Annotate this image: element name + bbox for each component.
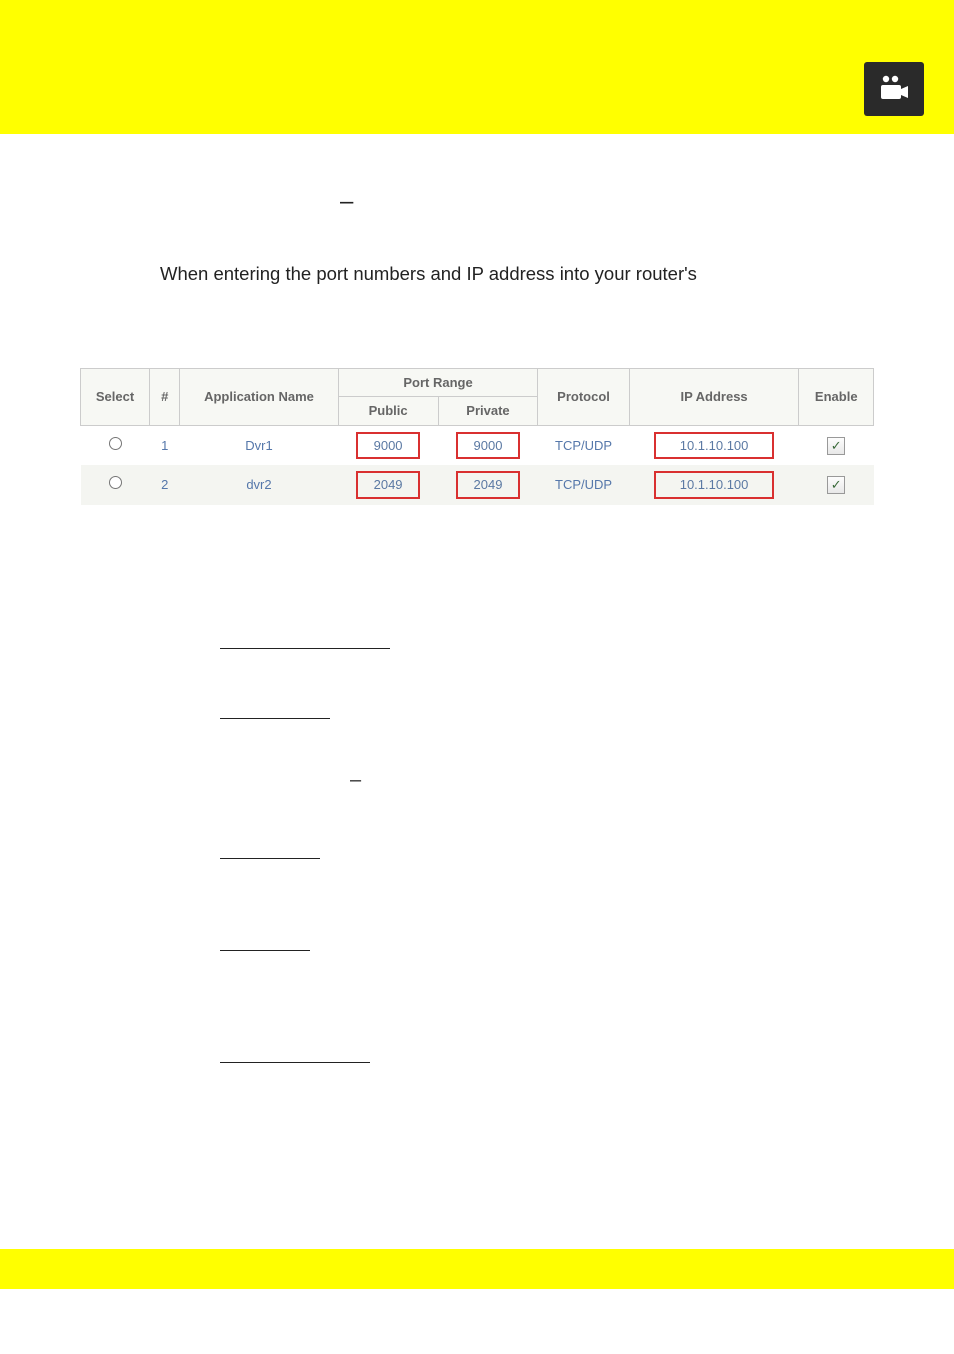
def-dash: – bbox=[350, 769, 361, 791]
def-underline bbox=[220, 835, 320, 859]
row-public-cell: 2049 bbox=[338, 465, 438, 505]
public-port[interactable]: 9000 bbox=[356, 432, 420, 460]
select-radio[interactable] bbox=[109, 476, 122, 489]
col-portrange: Port Range bbox=[338, 368, 538, 397]
def-underline bbox=[220, 927, 310, 951]
camcorder-icon bbox=[876, 71, 912, 107]
intro-text: When entering the port numbers and IP ad… bbox=[160, 260, 844, 288]
bottom-yellow-bar bbox=[0, 1249, 954, 1289]
public-port[interactable]: 2049 bbox=[356, 471, 420, 499]
private-port[interactable]: 2049 bbox=[456, 471, 520, 499]
top-yellow-bar bbox=[0, 0, 954, 44]
row-num: 2 bbox=[150, 465, 180, 505]
col-ip: IP Address bbox=[629, 368, 799, 425]
dash-mark-top: – bbox=[340, 184, 884, 220]
col-protocol: Protocol bbox=[538, 368, 629, 425]
col-private: Private bbox=[438, 397, 538, 426]
ip-address[interactable]: 10.1.10.100 bbox=[654, 471, 774, 499]
select-radio[interactable] bbox=[109, 437, 122, 450]
col-app: Application Name bbox=[180, 368, 338, 425]
row-private-cell: 9000 bbox=[438, 425, 538, 465]
row-app: dvr2 bbox=[180, 465, 338, 505]
def-underline bbox=[220, 1039, 370, 1063]
row-ip-cell: 10.1.10.100 bbox=[629, 465, 799, 505]
row-num: 1 bbox=[150, 425, 180, 465]
row-protocol: TCP/UDP bbox=[538, 465, 629, 505]
enable-checkbox[interactable]: ✓ bbox=[827, 476, 845, 494]
ip-address[interactable]: 10.1.10.100 bbox=[654, 432, 774, 460]
definitions-list: – bbox=[220, 625, 884, 1081]
row-enable-cell: ✓ bbox=[799, 465, 874, 505]
table-row: 1 Dvr1 9000 9000 TCP/UDP 10.1.10.100 ✓ bbox=[81, 425, 874, 465]
select-radio-cell bbox=[81, 425, 150, 465]
col-public: Public bbox=[338, 397, 438, 426]
col-select: Select bbox=[81, 368, 150, 425]
row-app: Dvr1 bbox=[180, 425, 338, 465]
port-forward-table: Select # Application Name Port Range Pro… bbox=[80, 368, 874, 505]
port-forward-table-wrap: Select # Application Name Port Range Pro… bbox=[80, 368, 874, 505]
row-enable-cell: ✓ bbox=[799, 425, 874, 465]
row-public-cell: 9000 bbox=[338, 425, 438, 465]
def-underline bbox=[220, 695, 330, 719]
page-content: – When entering the port numbers and IP … bbox=[0, 134, 954, 1169]
header-band bbox=[0, 44, 954, 134]
table-row: 2 dvr2 2049 2049 TCP/UDP 10.1.10.100 ✓ bbox=[81, 465, 874, 505]
row-protocol: TCP/UDP bbox=[538, 425, 629, 465]
col-enable: Enable bbox=[799, 368, 874, 425]
row-ip-cell: 10.1.10.100 bbox=[629, 425, 799, 465]
col-num: # bbox=[150, 368, 180, 425]
private-port[interactable]: 9000 bbox=[456, 432, 520, 460]
select-radio-cell bbox=[81, 465, 150, 505]
camera-icon bbox=[864, 62, 924, 116]
row-private-cell: 2049 bbox=[438, 465, 538, 505]
def-underline bbox=[220, 625, 390, 649]
enable-checkbox[interactable]: ✓ bbox=[827, 437, 845, 455]
